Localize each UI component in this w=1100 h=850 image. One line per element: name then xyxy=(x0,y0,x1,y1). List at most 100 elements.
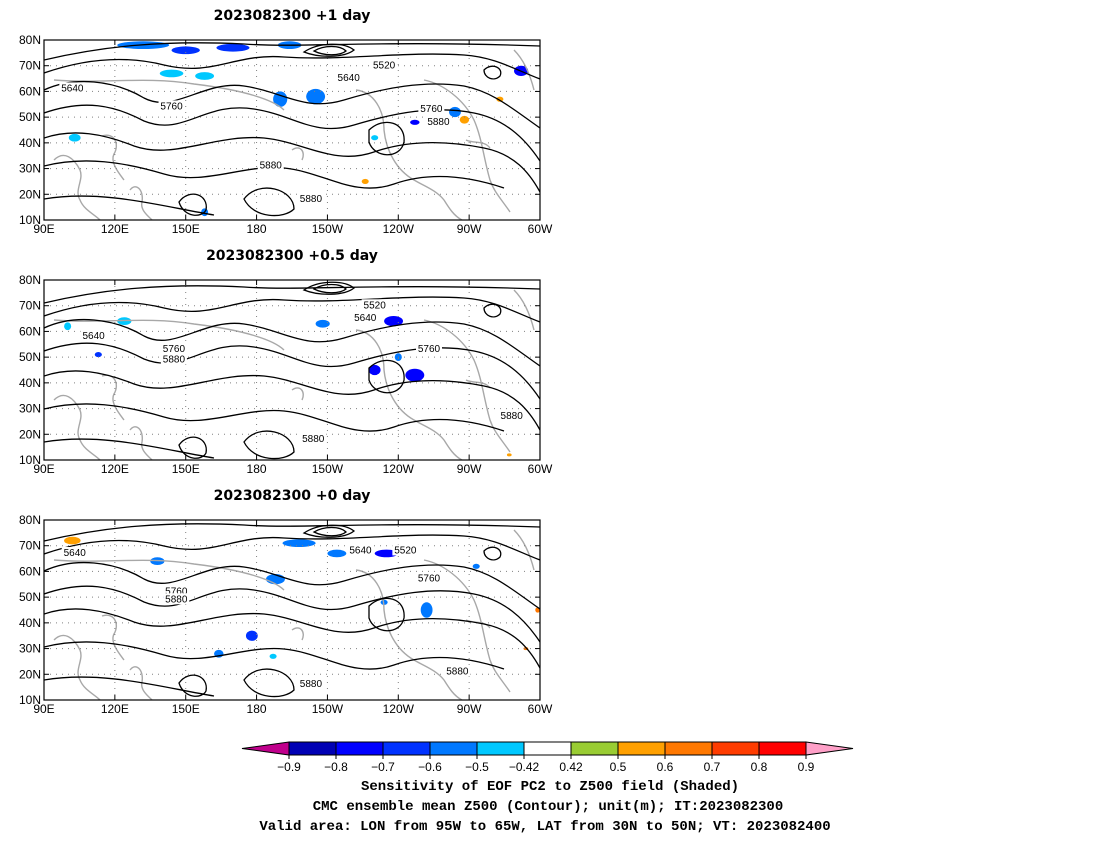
contour-line xyxy=(302,43,356,57)
contour-line xyxy=(44,81,540,129)
axis-ticks: 90E 120E 150E 180 150W 120W 90W 60W 10N 20N 30N 40N… xyxy=(19,513,553,716)
contour-label: 5520 xyxy=(394,545,417,556)
shaded-region xyxy=(496,96,504,102)
contour-label: 5760 xyxy=(420,104,443,115)
shaded-region xyxy=(384,316,404,327)
map-frame xyxy=(43,39,541,221)
caption-line-2: CMC ensemble mean Z500 (Contour); unit(m… xyxy=(313,799,783,815)
lon-tick-label: 180 xyxy=(247,462,267,476)
contour-line xyxy=(302,524,356,538)
coastline xyxy=(53,634,101,700)
colorbar-swatch xyxy=(617,741,666,756)
colorbar-tick-label: −0.9 xyxy=(277,760,301,774)
lat-tick-label: 10N xyxy=(19,213,41,227)
contour-label-bg xyxy=(297,193,324,204)
colorbar-swatch xyxy=(758,741,807,756)
colorbar-tick-label: 0.42 xyxy=(559,760,583,774)
contour-label-bg xyxy=(160,353,187,365)
colorbar-swatch xyxy=(476,741,525,756)
lon-tick-label: 60W xyxy=(528,702,553,716)
coastline xyxy=(101,134,125,181)
coastline xyxy=(53,559,285,591)
contour-label-bg xyxy=(80,330,107,342)
colorbar-swatch xyxy=(335,741,384,756)
shaded-region xyxy=(282,539,316,548)
lon-tick-label: 120W xyxy=(383,462,415,476)
contour-line xyxy=(44,523,540,542)
lon-tick-label: 180 xyxy=(247,702,267,716)
lat-tick-label: 60N xyxy=(19,84,41,98)
map-frame xyxy=(43,279,541,461)
lon-tick-label: 150E xyxy=(172,222,200,236)
axis-ticks: 90E 120E 150E 180 150W 120W 90W 60W 10N 20N 30N 40N… xyxy=(19,33,553,236)
contour-label: 5880 xyxy=(427,117,450,128)
shaded-region xyxy=(327,549,347,558)
contour-line xyxy=(44,608,540,669)
axis-ticks: 90E 120E 150E 180 150W 120W 90W 60W 10N 20N 30N 40N… xyxy=(19,273,553,476)
contour-line xyxy=(44,370,540,431)
lon-tick-label: 150W xyxy=(312,462,344,476)
shaded-region xyxy=(549,373,554,378)
map-panel-3: 2023082300 +0 day 5640 5640 55205760576058… xyxy=(19,488,553,716)
coastline xyxy=(423,79,511,213)
shaded-region xyxy=(315,319,330,328)
contour-line xyxy=(243,668,295,698)
shaded-region xyxy=(195,72,215,80)
coastline xyxy=(53,319,285,351)
contour-line xyxy=(483,303,502,318)
contour-label: 5880 xyxy=(446,666,469,677)
contour-label-bg xyxy=(415,343,442,354)
shaded-region xyxy=(506,453,512,457)
colorbar-swatch xyxy=(523,741,572,756)
contour-line xyxy=(44,438,215,459)
panel-title: 2023082300 +0 day xyxy=(214,488,371,504)
colorbar-tick-label: −0.8 xyxy=(324,760,348,774)
shaded-region xyxy=(540,54,549,62)
lon-tick-label: 120E xyxy=(101,702,129,716)
contour-label-bg xyxy=(163,585,190,597)
shaded-region xyxy=(171,46,200,55)
lat-tick-label: 20N xyxy=(19,667,41,681)
lat-tick-label: 60N xyxy=(19,324,41,338)
contour-label: 5880 xyxy=(165,594,188,605)
contour-label: 5640 xyxy=(338,73,361,84)
contour-label: 5640 xyxy=(349,545,372,556)
contour-label-bg xyxy=(444,665,471,677)
shaded-region xyxy=(449,106,461,118)
contour-label: 5760 xyxy=(418,344,441,355)
contour-label: 5760 xyxy=(418,574,441,585)
contour-line xyxy=(44,319,540,367)
lon-tick-label: 150E xyxy=(172,702,200,716)
lat-tick-label: 70N xyxy=(19,539,41,553)
lon-tick-label: 120W xyxy=(383,222,415,236)
shaded-region xyxy=(472,563,480,569)
contour-label-bg xyxy=(425,115,452,127)
gridline-layer xyxy=(44,280,540,460)
contour-label: 5520 xyxy=(373,60,396,71)
coastline xyxy=(129,666,153,700)
colorbar-tick-label: 0.7 xyxy=(704,760,721,774)
coastline-layer xyxy=(53,49,535,220)
lon-tick-label: 90W xyxy=(457,222,482,236)
contour-label-bg xyxy=(361,299,388,311)
map-panel-2: 2023082300 +0.5 day 5520 5640 5640 5760 5760… xyxy=(19,248,554,476)
coastline-layer xyxy=(53,529,535,700)
contour-line xyxy=(44,195,215,216)
contour-label: 5880 xyxy=(302,434,325,445)
contour-label-bg xyxy=(163,593,190,605)
contour-line xyxy=(483,546,502,561)
panel-title: 2023082300 +1 day xyxy=(214,8,371,24)
lat-tick-label: 20N xyxy=(19,427,41,441)
contour-label-bg xyxy=(297,678,324,690)
contour-line xyxy=(368,597,405,632)
lat-tick-label: 40N xyxy=(19,376,41,390)
shaded-region xyxy=(420,602,433,618)
coastline xyxy=(53,394,101,460)
coastline xyxy=(355,329,463,460)
caption-line-3: Valid area: LON from 95W to 65W, LAT fro… xyxy=(259,819,830,835)
lon-tick-label: 120E xyxy=(101,462,129,476)
colorbar-tick-label: 0.8 xyxy=(751,760,768,774)
